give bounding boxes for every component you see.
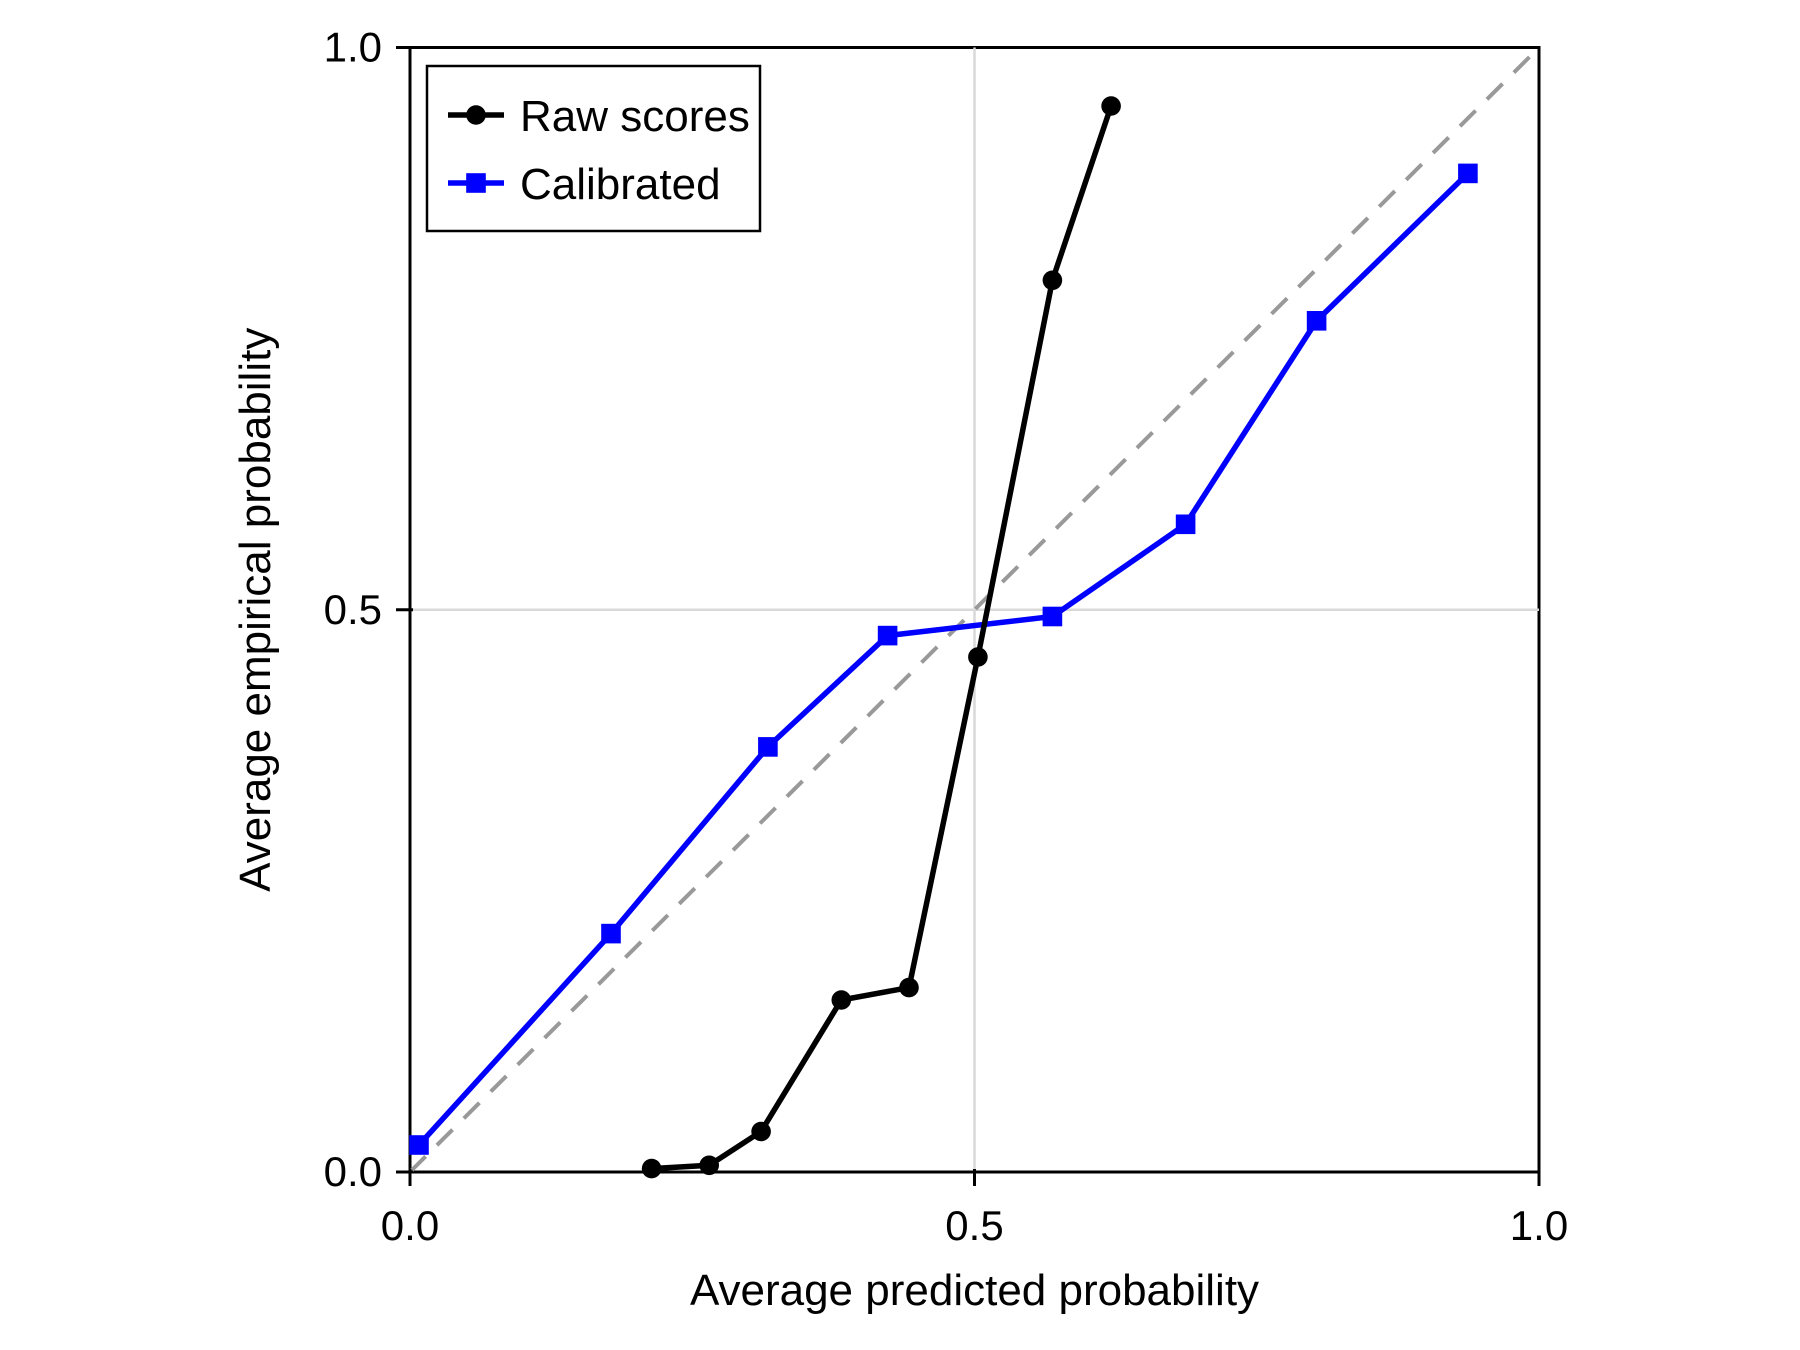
svg-text:0.5: 0.5 (945, 1202, 1003, 1249)
svg-text:Raw scores: Raw scores (520, 92, 750, 141)
svg-text:0.5: 0.5 (324, 586, 382, 633)
svg-text:1.0: 1.0 (324, 24, 382, 71)
svg-text:Calibrated: Calibrated (520, 160, 721, 209)
svg-text:0.0: 0.0 (381, 1202, 439, 1249)
svg-text:Average empirical probability: Average empirical probability (231, 328, 280, 892)
svg-text:Average predicted probability: Average predicted probability (690, 1266, 1259, 1315)
svg-text:0.0: 0.0 (324, 1148, 382, 1195)
svg-text:1.0: 1.0 (1510, 1202, 1568, 1249)
